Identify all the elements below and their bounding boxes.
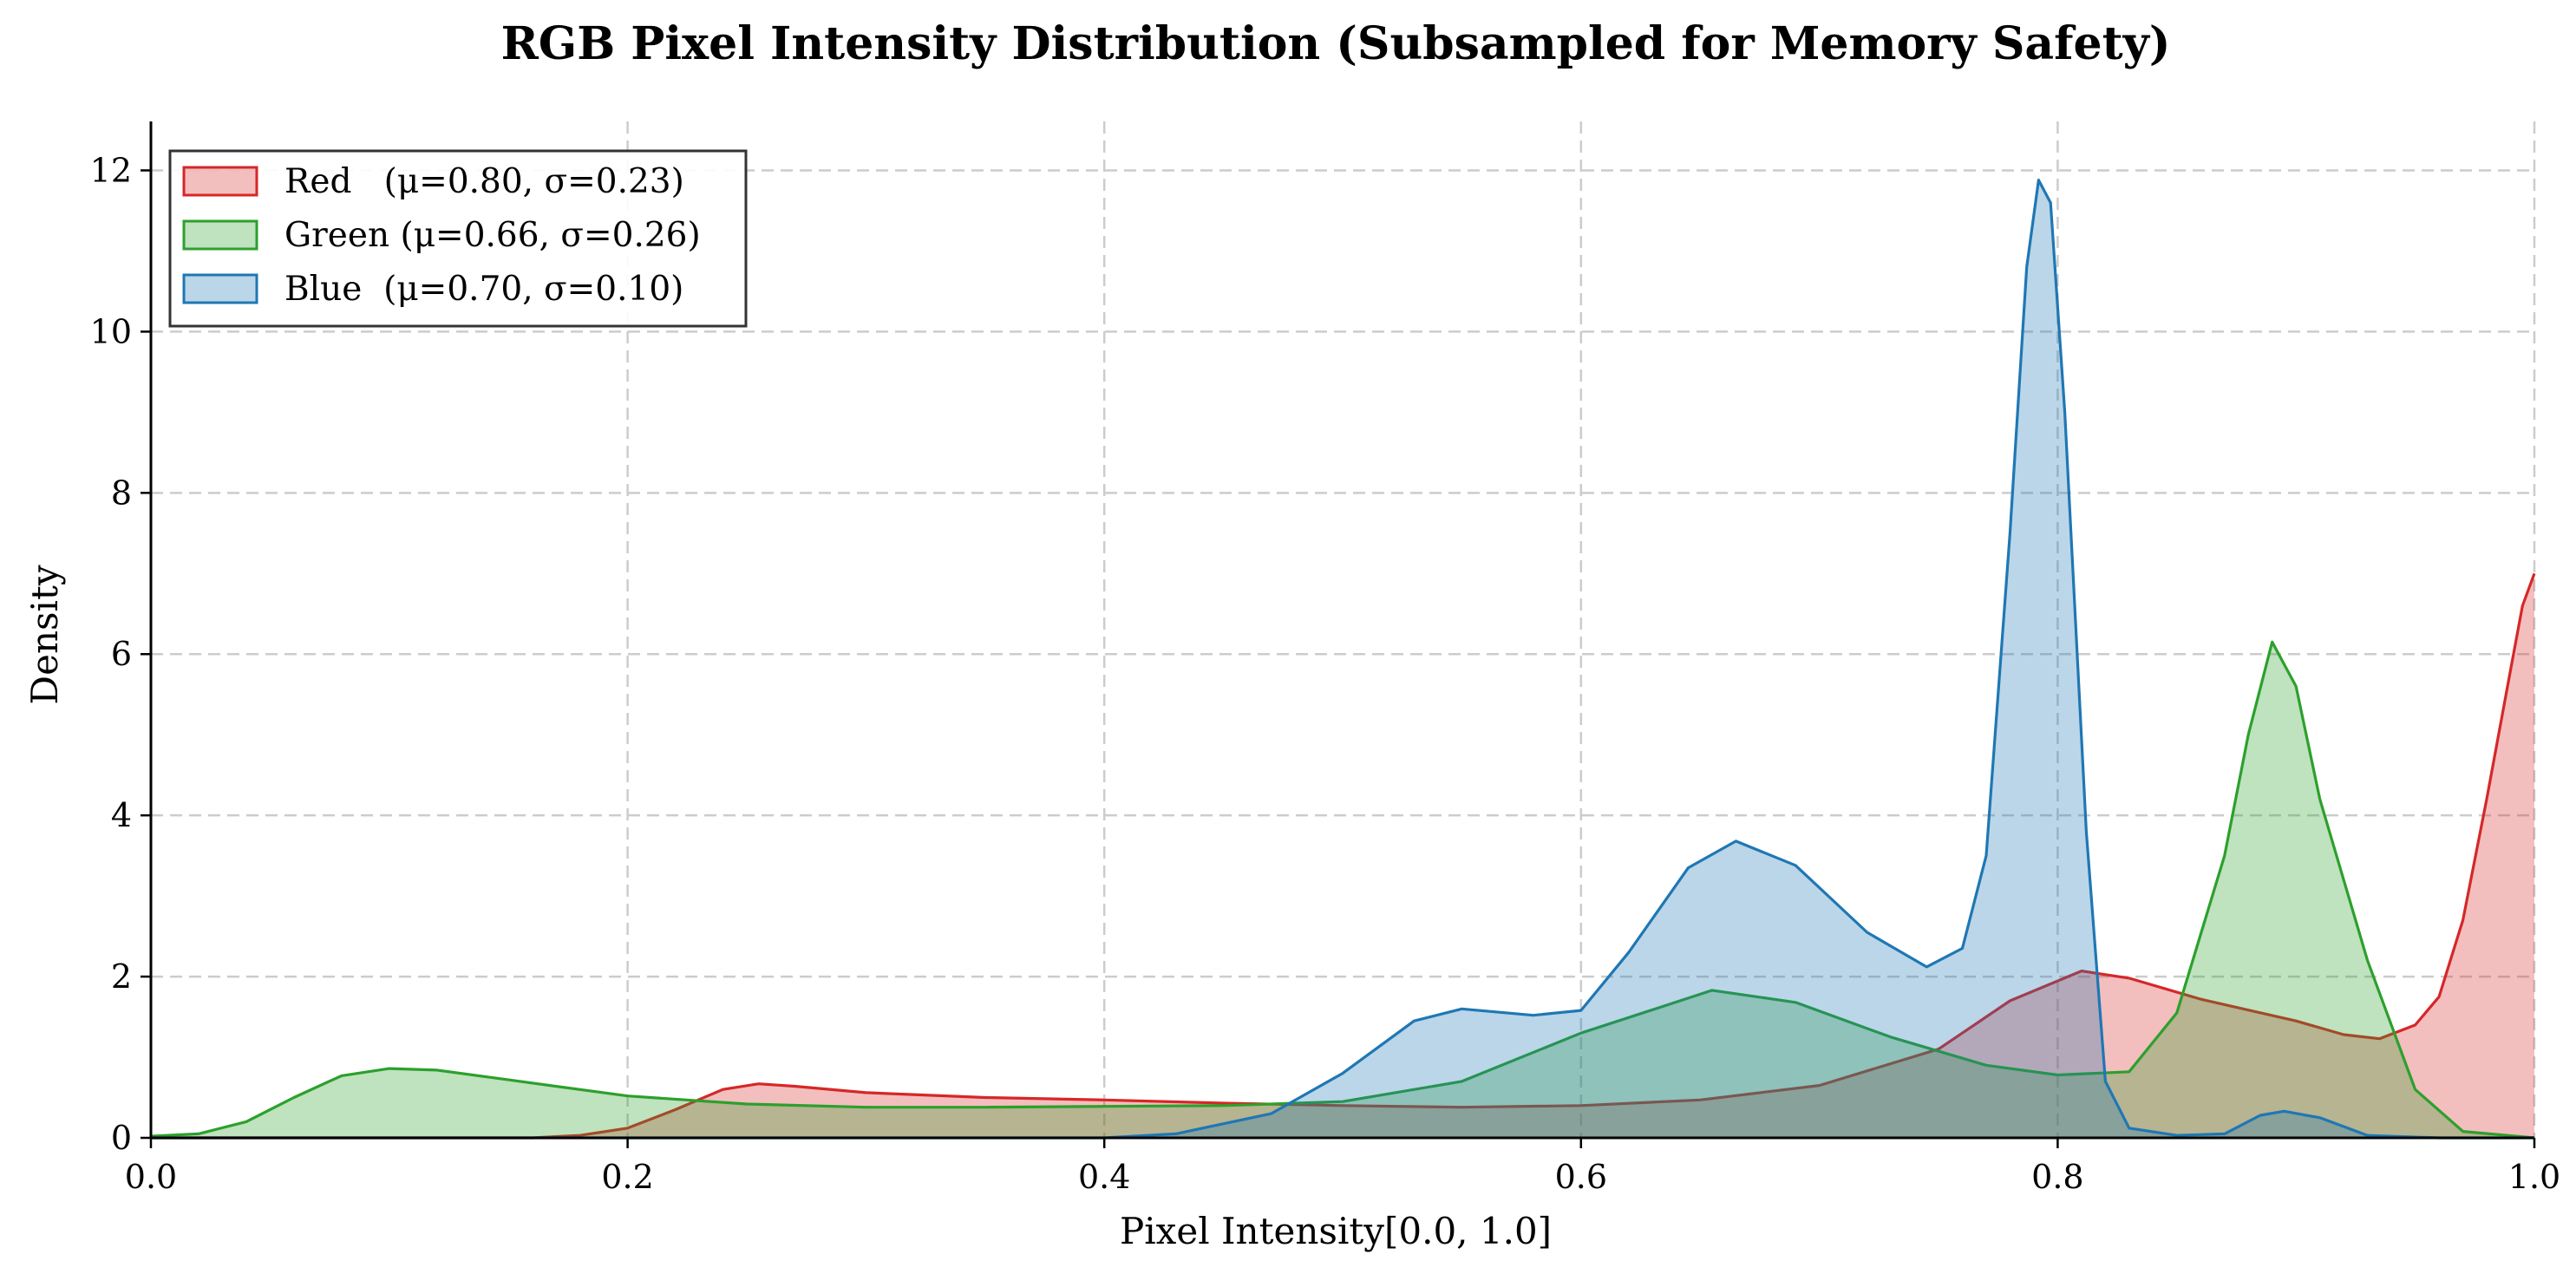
x-tick-label: 0.6 xyxy=(1555,1158,1607,1196)
legend-label-2: Blue (μ=0.70, σ=0.10) xyxy=(284,270,683,309)
x-axis-label: Pixel Intensity[0.0, 1.0] xyxy=(1120,1210,1552,1252)
y-tick-label: 6 xyxy=(111,635,132,673)
y-tick-label: 12 xyxy=(90,151,132,189)
y-tick-label: 2 xyxy=(111,957,132,996)
x-tick-label: 0.2 xyxy=(601,1158,653,1196)
x-tick-label: 0.8 xyxy=(2031,1158,2083,1196)
legend-label-0: Red (μ=0.80, σ=0.23) xyxy=(284,162,684,201)
legend-swatch-0 xyxy=(182,166,258,197)
x-tick-label: 0.0 xyxy=(125,1158,177,1196)
legend-box xyxy=(168,149,748,328)
series-line-1 xyxy=(150,640,2535,1140)
series-line-2 xyxy=(151,179,2534,1140)
series-areas xyxy=(150,179,2536,1140)
y-axis-label: Density xyxy=(23,565,66,704)
series-line-0 xyxy=(151,572,2536,1140)
chart-title: RGB Pixel Intensity Distribution (Subsam… xyxy=(501,17,2171,70)
y-tick-label: 0 xyxy=(111,1119,132,1157)
legend-label-1: Green (μ=0.66, σ=0.26) xyxy=(284,216,701,255)
x-tick-label: 0.4 xyxy=(1078,1158,1130,1196)
axes xyxy=(141,121,2536,1148)
grid xyxy=(151,121,2536,1138)
tick-labels: 0.0 0.2 0.4 0.6 0.8 1.0 0 2 4 6 8 10 12 xyxy=(90,151,2561,1196)
series-area-1 xyxy=(151,642,2534,1138)
y-tick-label: 4 xyxy=(111,796,132,834)
series-area-0 xyxy=(151,573,2534,1138)
y-tick-label: 8 xyxy=(111,474,132,512)
y-tick-label: 10 xyxy=(90,312,132,350)
legend-swatch-1 xyxy=(182,219,258,251)
series-area-2 xyxy=(151,180,2534,1139)
legend-swatch-2 xyxy=(182,273,258,304)
legend: Red (μ=0.80, σ=0.23) Green (μ=0.66, σ=0.2… xyxy=(168,149,748,328)
x-tick-label: 1.0 xyxy=(2508,1158,2560,1196)
